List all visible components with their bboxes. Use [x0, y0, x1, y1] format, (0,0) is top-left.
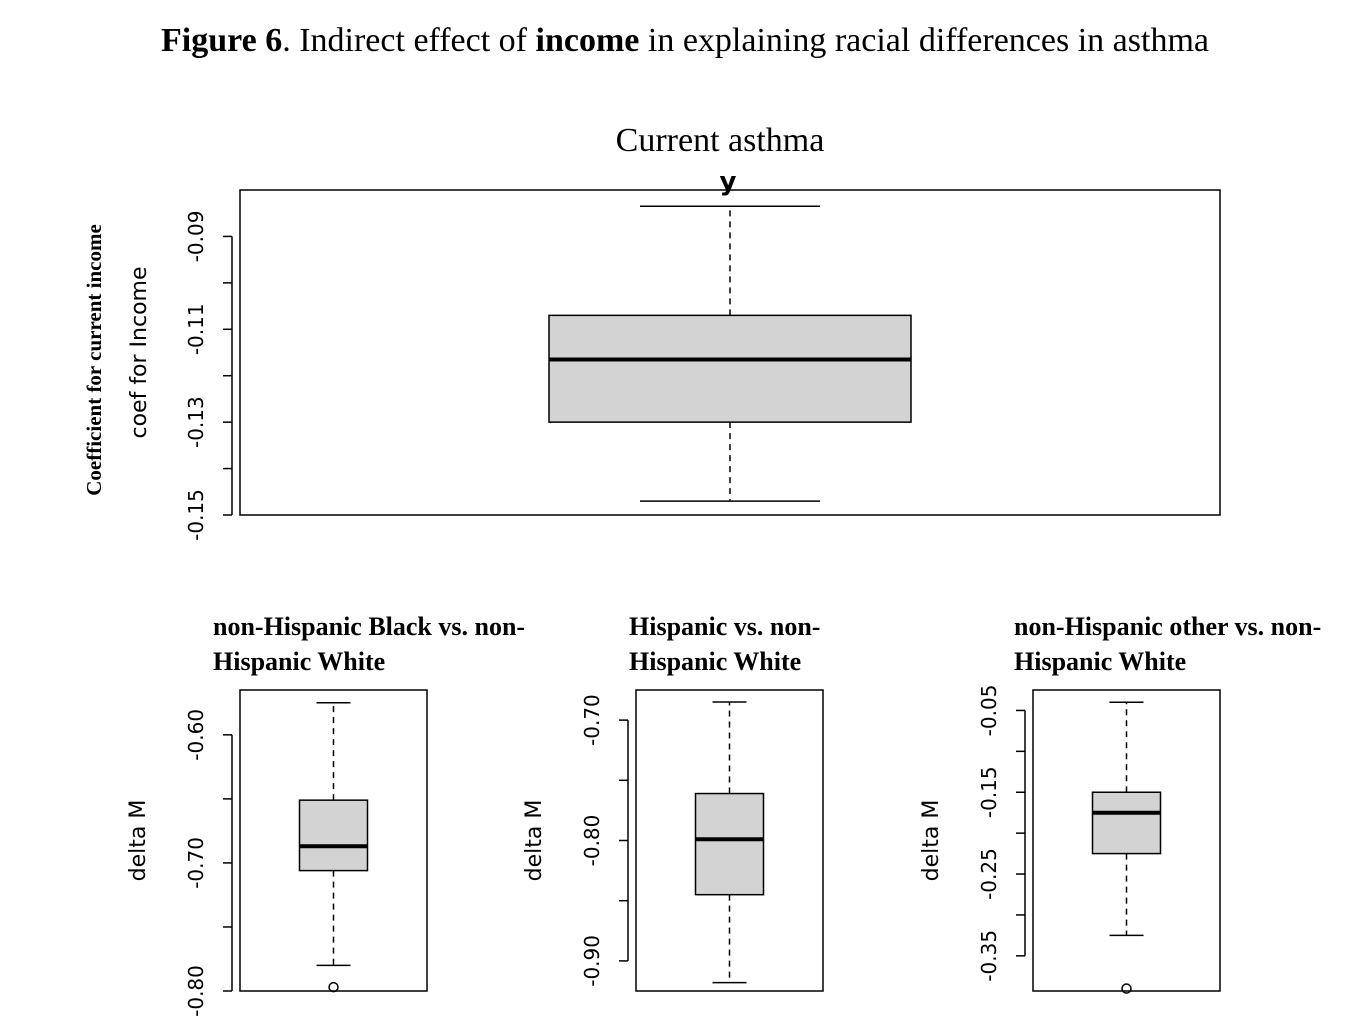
y-tick-label: -0.70 [580, 694, 604, 746]
y-tick-label: -0.90 [580, 935, 604, 987]
box-label: y [720, 167, 737, 197]
outlier-point [1121, 983, 1132, 994]
y-tick-label: -0.09 [184, 211, 208, 263]
y-tick-label: -0.25 [977, 848, 1001, 900]
panel-title-hispanic: Hispanic vs. non-Hispanic White [629, 612, 821, 676]
y-tick-label: -0.11 [184, 303, 208, 355]
iqr-box [548, 314, 912, 423]
y-axis-label: delta M [522, 800, 547, 882]
iqr-box [298, 799, 369, 872]
figure-label: Figure 6 [161, 22, 283, 59]
y-axis-label: delta M [126, 800, 151, 882]
y-tick-label: -0.35 [977, 930, 1001, 982]
y-tick-label: -0.15 [977, 766, 1001, 818]
y-tick-label: -0.13 [184, 396, 208, 448]
y-axis-label: coef for Income [127, 266, 152, 438]
figure-title-text-1: . Indirect effect of [282, 22, 536, 59]
iqr-box [1091, 791, 1162, 855]
panel-title-other: non-Hispanic other vs. non-Hispanic Whit… [1014, 612, 1322, 676]
panel-title-black: non-Hispanic Black vs. non-Hispanic Whit… [213, 612, 526, 676]
y-tick-label: -0.80 [580, 815, 604, 867]
outer-y-axis-label: Coefficient for current income [82, 224, 106, 496]
chart-title: Current asthma [616, 122, 825, 159]
iqr-box [694, 792, 765, 896]
figure-title: Figure 6. Indirect effect of income in e… [0, 22, 1370, 60]
y-tick-label: -0.60 [184, 709, 208, 761]
y-tick-label: -0.80 [184, 965, 208, 1017]
outlier-point [328, 981, 339, 993]
figure-title-text-2: in explaining racial differences in asth… [639, 22, 1209, 59]
plot-frame [1032, 689, 1221, 992]
plot-frame [239, 189, 1221, 516]
y-tick-label: -0.70 [184, 837, 208, 889]
plot-frame [635, 689, 824, 992]
y-axis-label: delta M [919, 800, 944, 882]
figure-title-keyword: income [535, 22, 640, 59]
y-tick-label: -0.15 [184, 489, 208, 541]
y-tick-label: -0.05 [977, 685, 1001, 737]
